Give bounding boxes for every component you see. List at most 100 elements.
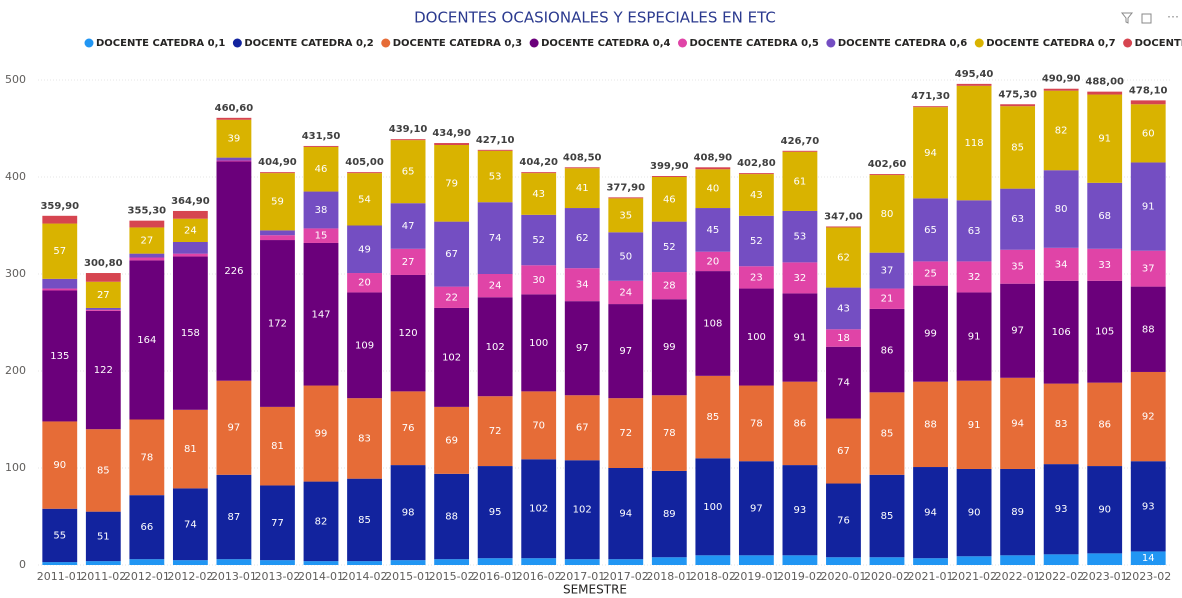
focus-icon[interactable]	[1141, 13, 1152, 24]
data-label: 30	[532, 275, 545, 286]
data-label: 20	[358, 278, 371, 289]
data-label: 60	[1142, 128, 1155, 139]
more-icon[interactable]: ⋯	[1167, 10, 1179, 24]
bar-segment	[913, 198, 948, 262]
y-tick-label: 300	[5, 267, 26, 280]
data-label: 135	[50, 351, 69, 362]
bar-segment	[608, 468, 644, 560]
bar-segment	[303, 242, 339, 386]
data-label: 66	[140, 522, 153, 533]
bar-segment	[782, 381, 818, 466]
bar-segment	[390, 391, 426, 466]
legend-label: DOCENTE CATEDRA 0,3	[393, 38, 522, 49]
data-label: 43	[532, 189, 545, 200]
bar-segment	[172, 218, 208, 242]
total-label: 431,50	[302, 131, 341, 142]
bar-segment	[85, 273, 121, 282]
bar-segment	[956, 468, 992, 557]
bar-segment	[521, 558, 557, 565]
bar-segment	[608, 198, 644, 233]
y-tick-label: 100	[5, 461, 26, 474]
data-label: 32	[968, 272, 981, 283]
bar-segment	[1087, 182, 1123, 249]
bar-segment	[738, 385, 774, 462]
bar-segment	[651, 470, 687, 558]
bar-segment	[695, 375, 731, 459]
bar-segment	[608, 304, 644, 399]
bar-segment	[172, 560, 208, 565]
data-label: 74	[489, 233, 502, 244]
filter-icon[interactable]	[1120, 12, 1134, 24]
total-label: 404,20	[519, 157, 558, 168]
data-label: 57	[53, 246, 66, 257]
bar-segment	[390, 248, 426, 275]
bar-segment	[216, 157, 252, 161]
data-label: 97	[619, 346, 632, 357]
bar-segment	[956, 85, 992, 201]
total-label: 359,90	[40, 201, 79, 212]
data-label: 20	[706, 256, 719, 267]
data-label: 78	[750, 418, 763, 429]
bar-segment	[216, 160, 252, 162]
total-label: 475,30	[998, 89, 1037, 100]
data-label: 37	[881, 266, 894, 277]
data-label: 86	[794, 418, 807, 429]
x-tick-label: 2014-02	[342, 570, 388, 583]
bar-segment	[390, 203, 426, 249]
data-label: 147	[311, 309, 330, 320]
bar-segment	[913, 467, 948, 559]
bar-segment	[434, 473, 470, 560]
data-label: 63	[968, 226, 981, 237]
bar-segment	[85, 561, 121, 565]
total-label: 408,90	[694, 152, 733, 163]
bar-segment	[521, 172, 557, 174]
data-label: 78	[663, 428, 676, 439]
bar-segment	[477, 297, 513, 397]
data-label: 61	[794, 176, 807, 187]
x-tick-label: 2023-02	[1125, 570, 1171, 583]
data-label: 49	[358, 244, 371, 255]
data-label: 94	[924, 508, 937, 519]
data-label: 85	[97, 465, 110, 476]
bar-segment	[390, 274, 426, 392]
data-label: 97	[576, 343, 589, 354]
bar-segment	[42, 290, 78, 422]
bar-segment	[42, 215, 78, 224]
bar-segment	[434, 143, 470, 145]
data-label: 67	[445, 249, 458, 260]
data-label: 89	[1011, 507, 1024, 518]
data-label: 102	[442, 352, 461, 363]
bar-segment	[651, 177, 687, 222]
legend-label: DOCENTE TIEMPO COMPLETO	[1135, 38, 1182, 49]
bar-segment	[172, 256, 208, 410]
bar-segment	[869, 174, 905, 176]
bar-segment	[869, 175, 905, 253]
data-label: 97	[1011, 326, 1024, 337]
bar-segment	[695, 555, 731, 565]
bar-segment	[869, 557, 905, 565]
data-label: 118	[965, 138, 984, 149]
total-label: 478,10	[1129, 85, 1168, 96]
x-tick-label: 2011-02	[80, 570, 126, 583]
bar-segment	[695, 458, 731, 556]
bar-segment	[913, 381, 948, 468]
bar-segment	[129, 559, 165, 565]
bar-segment	[260, 560, 295, 565]
data-label: 102	[529, 504, 548, 515]
bar-segment	[738, 461, 774, 556]
data-label: 86	[1098, 419, 1111, 430]
data-label: 93	[794, 505, 807, 516]
bar-segment	[434, 221, 470, 287]
bar-segment	[303, 561, 339, 565]
bar-segment	[695, 271, 731, 376]
data-label: 85	[1011, 142, 1024, 153]
data-label: 52	[532, 235, 545, 246]
data-label: 88	[1142, 324, 1155, 335]
data-label: 106	[1052, 327, 1071, 338]
legend-label: DOCENTE CATEDRA 0,2	[244, 38, 373, 49]
total-label: 377,90	[606, 182, 645, 193]
data-label: 88	[924, 419, 937, 430]
data-label: 120	[399, 328, 418, 339]
bar-segment	[738, 555, 774, 565]
data-label: 62	[837, 253, 850, 264]
